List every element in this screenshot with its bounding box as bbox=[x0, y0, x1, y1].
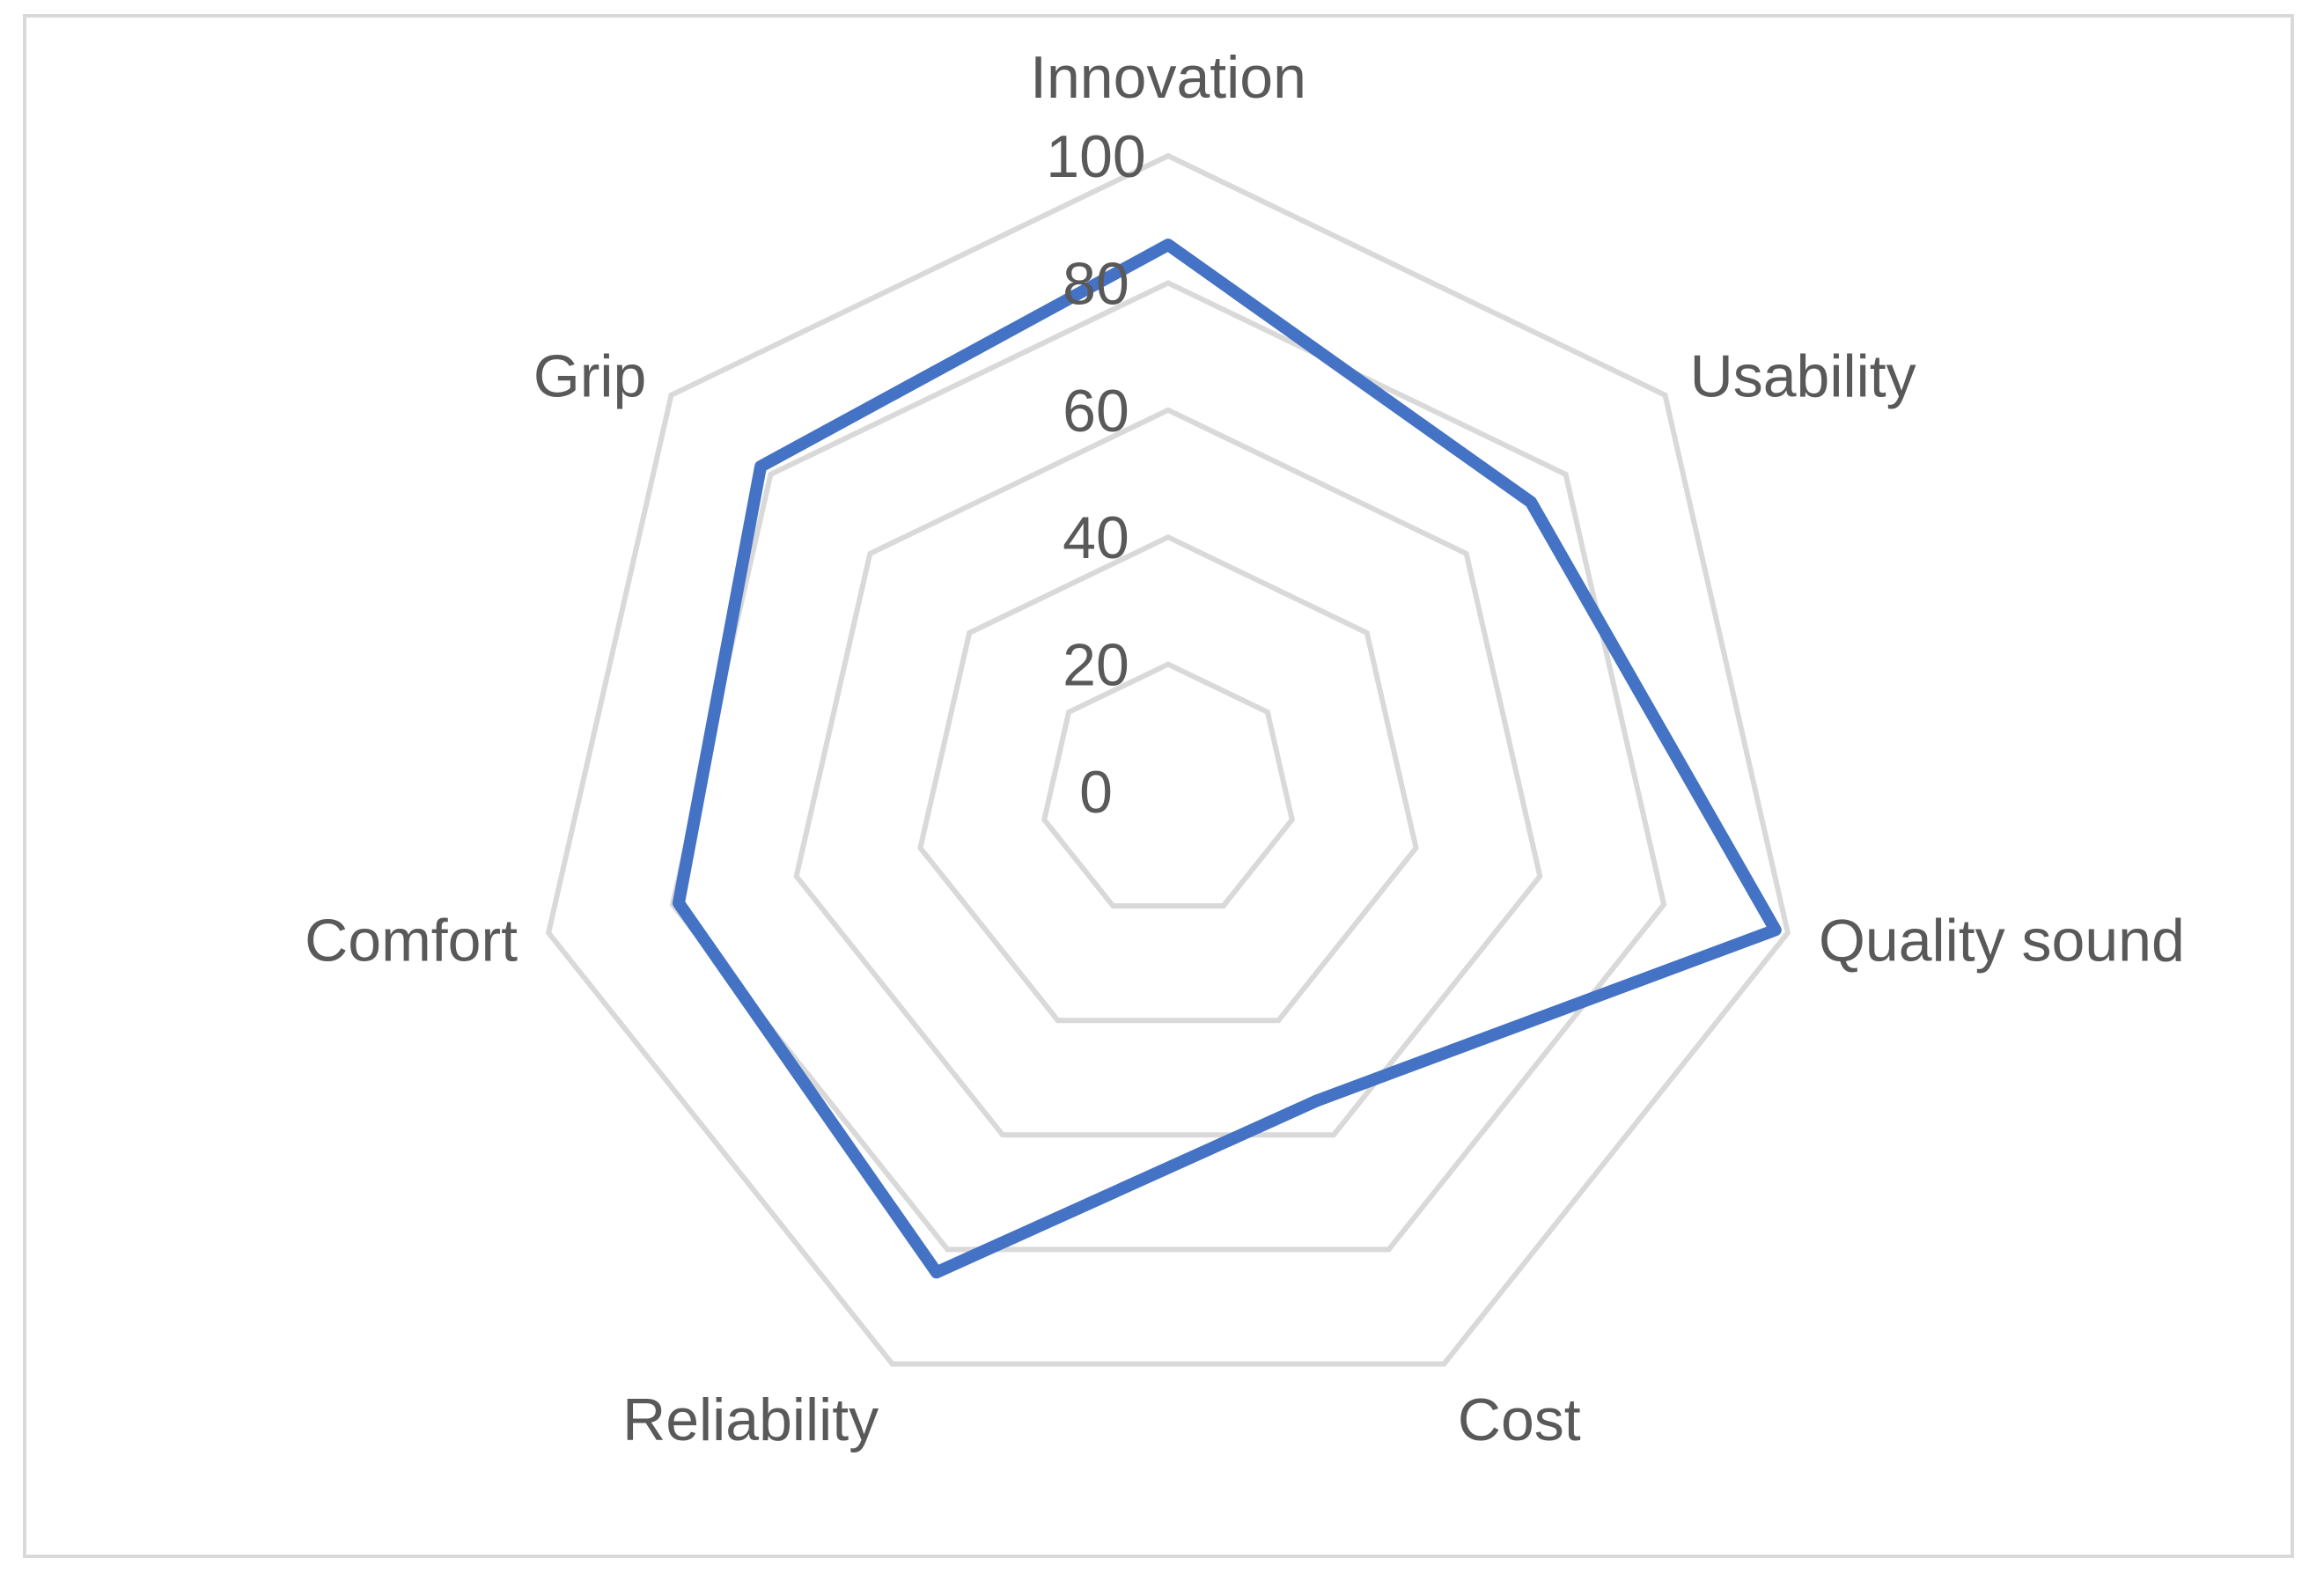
axis-labels: Innovation Usability Quality sound Cost … bbox=[305, 44, 2185, 1453]
tick-label-40: 40 bbox=[1063, 504, 1129, 571]
tick-label-20: 20 bbox=[1063, 632, 1129, 699]
axis-label-usability: Usability bbox=[1690, 342, 1916, 409]
axis-label-grip: Grip bbox=[533, 342, 646, 409]
axis-label-cost: Cost bbox=[1458, 1386, 1581, 1453]
tick-label-60: 60 bbox=[1063, 378, 1129, 445]
axis-label-innovation: Innovation bbox=[1030, 44, 1306, 111]
radar-grid bbox=[545, 152, 1791, 1367]
grid-ring-20 bbox=[1041, 661, 1296, 909]
chart-frame: 0 20 40 60 80 100 Innovation Usability Q… bbox=[23, 14, 2294, 1558]
radial-tick-labels: 0 20 40 60 80 100 bbox=[1046, 123, 1145, 826]
grid-ring-80 bbox=[669, 280, 1667, 1253]
tick-label-0: 0 bbox=[1079, 759, 1113, 826]
radar-series bbox=[672, 239, 1782, 1279]
tick-label-80: 80 bbox=[1063, 250, 1129, 317]
grid-ring-100 bbox=[545, 152, 1791, 1367]
axis-label-comfort: Comfort bbox=[305, 908, 518, 974]
tick-label-100: 100 bbox=[1046, 123, 1145, 190]
grid-ring-60 bbox=[793, 407, 1543, 1138]
axis-label-reliability: Reliability bbox=[622, 1386, 879, 1453]
radar-chart: 0 20 40 60 80 100 Innovation Usability Q… bbox=[305, 44, 2185, 1453]
axis-label-quality-sound: Quality sound bbox=[1819, 908, 2185, 974]
series-line-1 bbox=[672, 239, 1782, 1279]
grid-ring-40 bbox=[917, 533, 1419, 1024]
